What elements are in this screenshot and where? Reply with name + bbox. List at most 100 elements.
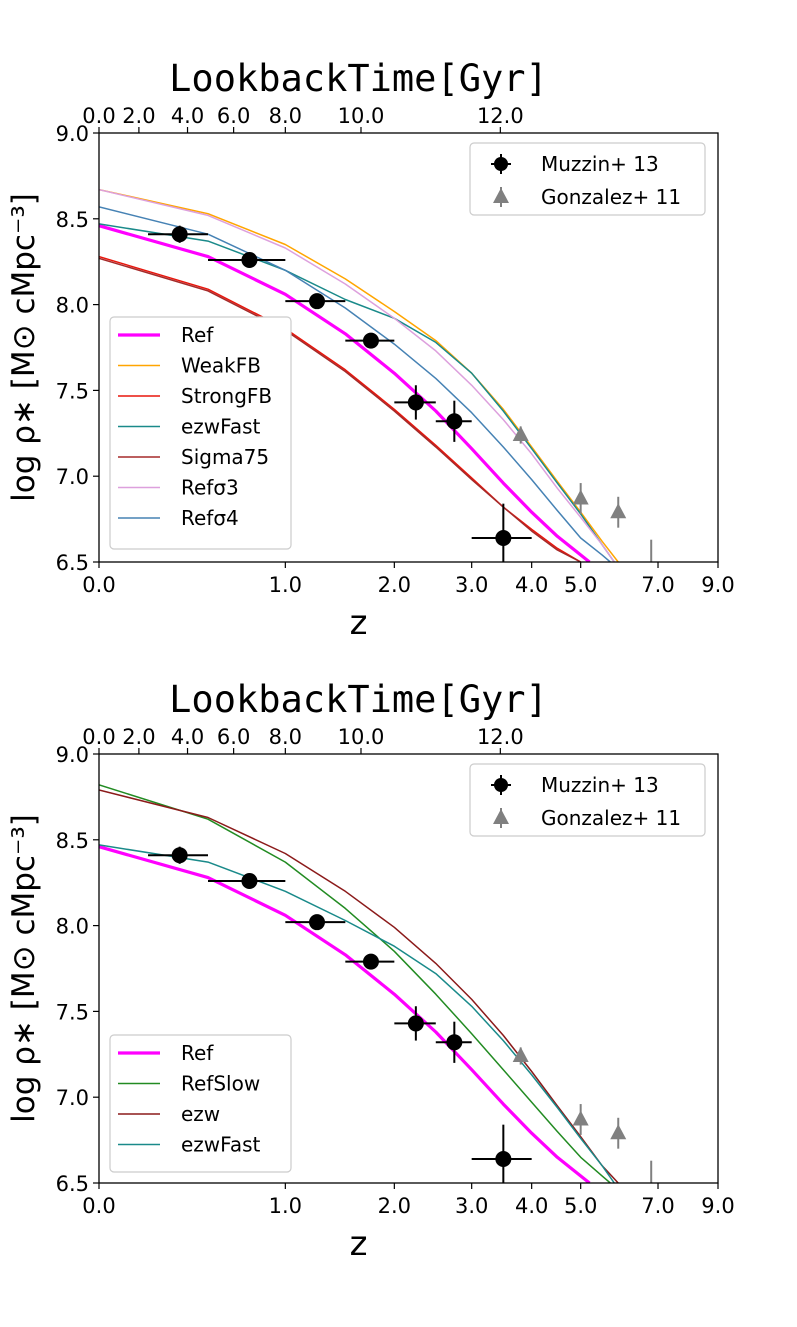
top-tick-label: 2.0 [122,725,155,749]
panel-bottom: LookbackTime[Gyr] 0.0 2.0 4.0 6.0 8.0 10.0 12.0… [6,678,735,1264]
legend-box [109,316,292,550]
data-point-gonzalez [610,1124,627,1140]
curves [99,188,619,562]
data-point-muzzin [362,953,379,970]
y-tick-label: 7.5 [56,1000,89,1024]
data-point-muzzin [171,226,188,243]
x-tick-label: 7.0 [641,573,674,597]
x-tick-label: 2.0 [378,573,411,597]
series-line-ref [99,224,591,562]
observations [148,846,653,1183]
x-tick-label: 3.0 [455,1194,488,1218]
data-point-muzzin [407,394,424,411]
data-point-gonzalez [512,1047,529,1063]
top-tick-label: 12.0 [477,104,524,128]
top-tick-label: 10.0 [338,104,385,128]
legend-label: ezwFast [181,415,261,439]
legend-label: Gonzalez+ 11 [541,185,681,209]
data-point-muzzin [407,1015,424,1032]
legend-observations: Muzzin+ 13 Gonzalez+ 11 [469,142,706,216]
legend-curves: Ref WeakFB StrongFB ezwFast Sigma75 Refσ3 Refσ… [109,316,292,550]
legend-label: StrongFB [181,384,272,408]
x-tick-label: 4.0 [515,1194,548,1218]
y-tick-label: 8.0 [56,915,89,939]
data-point-muzzin [241,251,258,268]
data-point-muzzin [362,332,379,349]
top-tick-label: 6.0 [217,725,250,749]
data-point-gonzalez [572,489,589,505]
legend-label: ezwFast [181,1133,261,1157]
y-tick-label: 8.5 [56,829,89,853]
x-tick-label: 4.0 [515,573,548,597]
curves [99,784,619,1183]
y-tick-label: 9.0 [56,122,89,146]
observations [148,225,653,562]
legend-observations: Muzzin+ 13 Gonzalez+ 11 [469,763,706,837]
plot-frame [98,132,719,563]
y-tick-label: 8.0 [56,294,89,318]
series-line-ezwfast [99,844,615,1183]
top-tick-label: 12.0 [477,725,524,749]
top-tick-label: 2.0 [122,104,155,128]
legend-label: ezw [181,1102,220,1126]
y-tick-label: 6.5 [56,551,89,575]
series-line-strongfb [99,255,582,562]
legend-marker-circle [494,778,508,792]
legend-label: Ref [181,1041,214,1065]
x-tick-label: 7.0 [641,1194,674,1218]
legend-box [469,142,706,216]
legend-marker-circle [494,157,508,171]
y-tick-label: 8.5 [56,208,89,232]
series-line-refslow [99,784,611,1183]
x-axis-label: z [350,1224,368,1264]
data-point-muzzin [309,293,326,310]
legend-marker-triangle [493,188,509,203]
x-axis-label: z [350,603,368,643]
y-axis-label: log ρ∗ [M⊙ cMpc⁻³] [6,814,42,1123]
legend-label: Gonzalez+ 11 [541,806,681,830]
data-point-muzzin [446,1034,463,1051]
legend-label: Muzzin+ 13 [541,152,659,176]
data-point-gonzalez [512,426,529,442]
data-point-gonzalez [572,1110,589,1126]
data-point-muzzin [171,847,188,864]
x-tick-label: 9.0 [701,1194,734,1218]
legend-box [469,763,706,837]
x-tick-label: 5.0 [564,573,597,597]
series-line-refσ3 [99,188,615,562]
legend-box [109,1034,292,1173]
x-tick-label: 5.0 [564,1194,597,1218]
top-tick-label: 10.0 [338,725,385,749]
legend-curves: Ref RefSlow ezw ezwFast [109,1034,292,1173]
data-point-muzzin [446,413,463,430]
top-tick-label: 6.0 [217,104,250,128]
data-point-gonzalez [610,503,627,519]
legend-label: Refσ3 [181,476,239,500]
y-tick-label: 7.5 [56,379,89,403]
panel-top: LookbackTime[Gyr] 0.0 2.0 4.0 6.0 8.0 10.0 12.0… [6,57,735,643]
y-axis-label: log ρ∗ [M⊙ cMpc⁻³] [6,193,42,502]
x-tick-label: 2.0 [378,1194,411,1218]
series-line-ref [99,845,591,1183]
top-axis-title: LookbackTime[Gyr] [169,57,548,100]
x-tick-label: 9.0 [701,573,734,597]
legend-label: Ref [181,323,214,347]
x-tick-label: 0.0 [82,1194,115,1218]
x-tick-label: 0.0 [82,573,115,597]
y-tick-label: 7.0 [56,1086,89,1110]
top-tick-label: 8.0 [269,104,302,128]
data-point-muzzin [495,1150,512,1167]
y-tick-label: 6.5 [56,1172,89,1196]
top-axis-title: LookbackTime[Gyr] [169,678,548,721]
series-line-ezw [99,789,619,1183]
legend-label: WeakFB [181,354,261,378]
plot-frame [98,753,719,1184]
x-tick-label: 3.0 [455,573,488,597]
top-tick-label: 0.0 [82,725,115,749]
top-tick-label: 4.0 [171,104,204,128]
series-line-refσ4 [99,206,611,562]
y-tick-label: 7.0 [56,465,89,489]
top-tick-label: 0.0 [82,104,115,128]
top-tick-label: 8.0 [269,725,302,749]
